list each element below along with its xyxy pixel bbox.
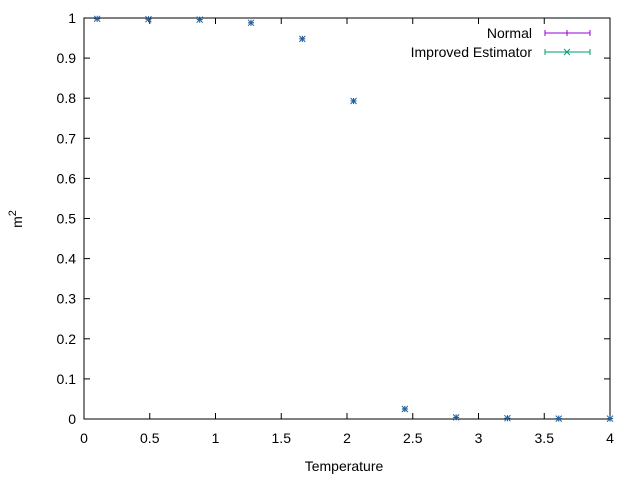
- legend-label: Improved Estimator: [411, 44, 533, 60]
- y-axis-label-base: m: [9, 216, 25, 228]
- x-tick-label: 2: [343, 430, 351, 446]
- y-tick-label: 0.2: [57, 331, 77, 347]
- data-point: [298, 35, 306, 43]
- legend: Normal Improved Estimator: [411, 25, 591, 60]
- x-axis: 0 0.5 1 1.5 2 2.5 3 3.5 4: [80, 18, 614, 446]
- legend-marker: [564, 30, 570, 36]
- y-axis-label: m2: [7, 210, 25, 228]
- y-tick-label: 0.3: [57, 291, 77, 307]
- y-tick-label: 0.4: [57, 251, 77, 267]
- x-tick-label: 1: [212, 430, 220, 446]
- legend-label: Normal: [487, 25, 532, 41]
- x-tick-label: 1.5: [272, 430, 292, 446]
- y-tick-label: 0.1: [57, 371, 77, 387]
- x-tick-label: 4: [606, 430, 614, 446]
- data-point: [606, 415, 614, 422]
- y-tick-label: 1: [68, 10, 76, 26]
- data-point: [452, 414, 460, 421]
- x-tick-label: 0.5: [140, 430, 160, 446]
- y-tick-label: 0.6: [57, 170, 77, 186]
- data-point: [555, 415, 563, 422]
- plot-frame: [83, 17, 611, 420]
- y-axis: 0 0.1 0.2 0.3 0.4 0.5 0.6 0.7 0.8 0.9 1: [57, 10, 610, 427]
- data-point: [350, 97, 357, 105]
- y-tick-label: 0.8: [57, 90, 77, 106]
- y-tick-label: 0.7: [57, 130, 77, 146]
- data-point: [196, 16, 204, 23]
- data-point: [145, 15, 152, 23]
- x-tick-label: 0: [80, 430, 88, 446]
- x-tick-label: 3: [475, 430, 483, 446]
- data-point: [401, 405, 409, 413]
- y-tick-label: 0.5: [57, 211, 77, 227]
- data-point: [93, 15, 101, 23]
- data-points: [93, 15, 614, 422]
- y-tick-label: 0.9: [57, 50, 77, 66]
- y-axis-label-exponent: 2: [7, 210, 19, 216]
- x-tick-label: 3.5: [535, 430, 555, 446]
- legend-marker: [563, 48, 571, 56]
- data-point: [247, 19, 255, 27]
- x-tick-label: 2.5: [403, 430, 423, 446]
- data-point: [504, 414, 511, 422]
- y-tick-label: 0: [68, 411, 76, 427]
- x-axis-label: Temperature: [305, 458, 384, 474]
